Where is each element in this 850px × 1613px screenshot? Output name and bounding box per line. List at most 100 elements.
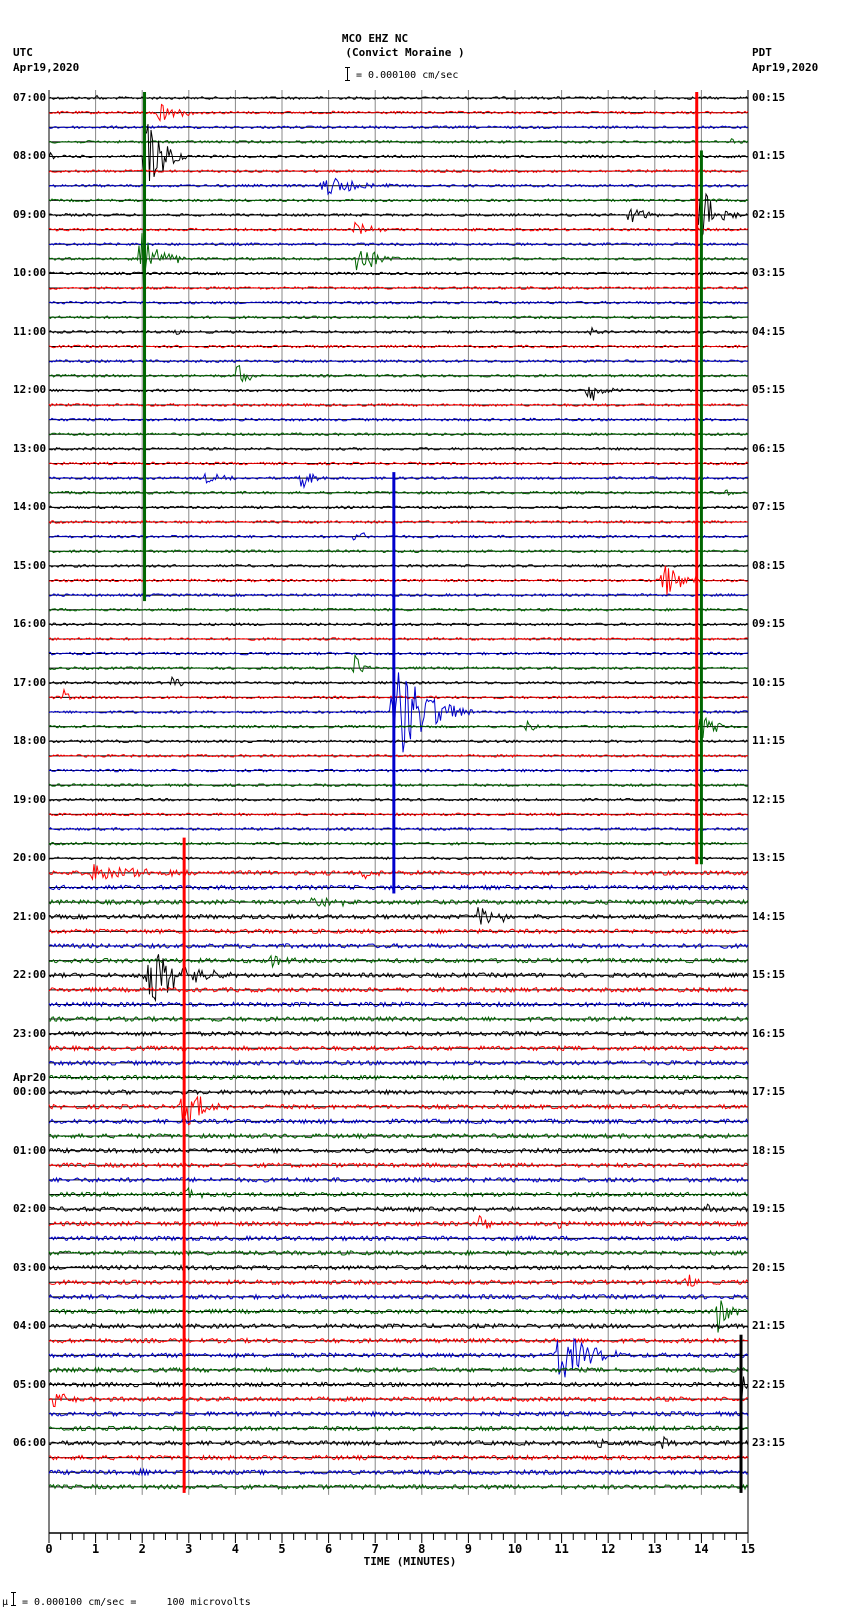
trace-line (48, 472, 748, 490)
trace-line (48, 1337, 749, 1378)
utc-time-label: 07:00 (13, 91, 47, 104)
trace-line (48, 907, 749, 925)
trace-line (48, 1300, 749, 1333)
trace-line (48, 841, 749, 846)
utc-time-label: 11:00 (13, 324, 47, 338)
x-tick-label: 5 (278, 1542, 285, 1556)
trace-line (48, 300, 749, 305)
trace-line (48, 1424, 749, 1432)
trace-line (48, 94, 749, 101)
trace-line (48, 1410, 749, 1418)
pdt-time-label: 21:15 (752, 1319, 786, 1333)
trace-line (48, 884, 749, 891)
utc-time-label: 22:00 (13, 968, 47, 982)
x-tick-label: 11 (554, 1542, 568, 1556)
trace-line (48, 812, 749, 817)
trace-line (48, 1337, 749, 1345)
trace-line (48, 233, 749, 285)
utc-time-label: 20:00 (13, 851, 47, 865)
trace-line (48, 1203, 749, 1213)
spike (739, 1334, 743, 1493)
trace-line (48, 1376, 749, 1398)
utc-time-label: 02:00 (13, 1202, 47, 1216)
pdt-time-label: 08:15 (752, 558, 786, 572)
x-tick-label: 14 (694, 1542, 708, 1556)
utc-time-label: 06:00 (13, 1436, 47, 1450)
trace-line (48, 896, 749, 908)
utc-time-label: 10:00 (13, 266, 47, 280)
pdt-time-label: 22:15 (752, 1377, 786, 1391)
trace-line (48, 1030, 749, 1038)
trace-line (48, 1366, 749, 1374)
trace-line (48, 942, 749, 950)
pdt-time-label: 05:15 (752, 383, 786, 397)
utc-time-label: 00:00 (13, 1085, 47, 1099)
trace-line (48, 1161, 749, 1169)
spike (392, 472, 396, 894)
pdt-time-label: 14:15 (752, 909, 786, 923)
footer-scale-bar-icon (11, 1592, 19, 1606)
pdt-time-label: 04:15 (752, 324, 786, 338)
trace-line (48, 653, 749, 674)
utc-time-label: 13:00 (13, 441, 47, 455)
pdt-time-label: 06:15 (752, 441, 786, 455)
pdt-time-label: 23:15 (752, 1436, 786, 1450)
trace-line (48, 386, 749, 401)
x-tick-label: 8 (418, 1542, 425, 1556)
x-tick-label: 2 (139, 1542, 146, 1556)
trace-line (48, 768, 749, 773)
trace-line (48, 125, 749, 130)
x-tick-label: 12 (601, 1542, 615, 1556)
x-tick-label: 9 (465, 1542, 472, 1556)
x-tick-label: 10 (508, 1542, 522, 1556)
trace-line (49, 687, 749, 701)
trace-line (48, 986, 749, 994)
trace-line (48, 519, 749, 525)
trace-line (48, 315, 749, 320)
spike (699, 150, 703, 865)
utc-time-label: 05:00 (13, 1377, 47, 1391)
pdt-time-label: 18:15 (752, 1143, 786, 1157)
utc-time-label: 16:00 (13, 617, 47, 631)
trace-line (48, 124, 749, 182)
trace-line (48, 1454, 749, 1462)
trace-line (48, 739, 749, 744)
trace-line (48, 1249, 749, 1257)
trace-line (48, 285, 749, 291)
trace-line (48, 1059, 749, 1067)
trace-line (48, 826, 749, 832)
trace-line (48, 1234, 749, 1242)
utc-time-label: 21:00 (13, 909, 47, 923)
trace-line (48, 607, 749, 612)
trace-line (48, 432, 749, 437)
x-tick-label: 4 (232, 1542, 239, 1556)
trace-line (48, 856, 749, 861)
pdt-time-label: 01:15 (752, 149, 786, 163)
utc-time-label: 14:00 (13, 500, 47, 514)
trace-line (48, 326, 749, 336)
trace-line (48, 1322, 749, 1330)
spike (143, 92, 147, 602)
pdt-time-label: 16:15 (752, 1026, 786, 1040)
utc-time-label: 12:00 (13, 383, 47, 397)
footer-scale-text: = 0.000100 cm/sec = 100 microvolts (22, 1597, 251, 1608)
trace-line (48, 1015, 749, 1023)
trace-line (48, 1293, 749, 1301)
x-tick-label: 1 (92, 1542, 99, 1556)
trace-line (48, 864, 749, 881)
trace-line (48, 622, 749, 627)
trace-line (48, 1483, 749, 1491)
utc-time-label: 23:00 (13, 1026, 47, 1040)
pdt-time-label: 15:15 (752, 968, 786, 982)
pdt-time-label: 00:15 (752, 91, 786, 104)
trace-line (48, 592, 749, 598)
x-tick-label: 15 (741, 1542, 755, 1556)
trace-line (48, 461, 749, 466)
trace-line (48, 1274, 749, 1287)
trace-line (48, 192, 749, 238)
trace-line (48, 402, 749, 408)
trace-line (48, 672, 749, 753)
trace-line (48, 753, 749, 759)
scale-text: = 0.000100 cm/sec (356, 70, 459, 81)
utc-time-label: 19:00 (13, 792, 47, 806)
